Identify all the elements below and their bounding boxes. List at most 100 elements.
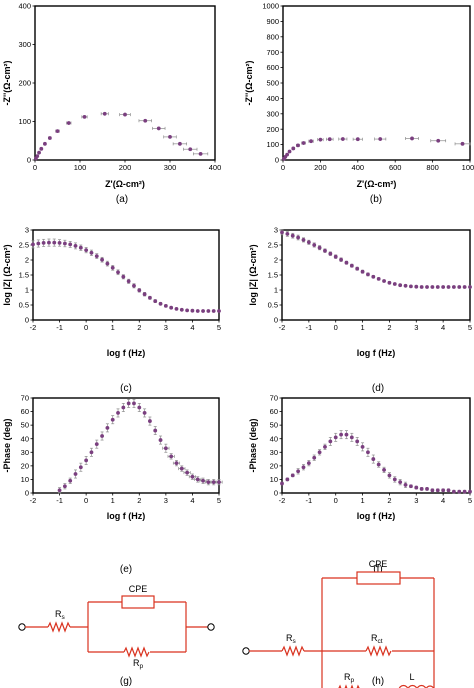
data-point: [468, 489, 472, 494]
y-tick-label: 2.5: [268, 241, 278, 250]
plot-frame: [32, 397, 220, 494]
data-point: [403, 283, 408, 288]
data-point: [123, 112, 127, 117]
circuit-g-rp-label: Rp: [133, 658, 144, 670]
y-tick-label: 0: [27, 156, 31, 165]
data-point: [296, 469, 301, 474]
y-tick-label: 2.5: [19, 241, 29, 250]
x-tick-label: 1: [111, 496, 115, 505]
x-tick-label: -2: [279, 323, 286, 332]
x-tick-label: 4: [190, 323, 194, 332]
x-tick-label: 3: [164, 496, 168, 505]
x-tick-label: 400: [352, 163, 365, 172]
data-point: [116, 411, 120, 415]
x-tick-label: 2: [137, 496, 141, 505]
plot-frame: [282, 5, 471, 161]
data-point: [376, 277, 381, 281]
data-point: [178, 141, 182, 146]
data-point: [333, 254, 338, 259]
data-point: [198, 151, 203, 156]
data-point: [446, 488, 451, 493]
x-tick-label: 600: [389, 163, 402, 172]
data-point: [327, 137, 332, 142]
x-tick-label: 0: [334, 496, 338, 505]
data-point: [376, 462, 381, 467]
data-point: [306, 461, 311, 466]
data-point: [148, 419, 152, 423]
data-point: [73, 472, 78, 476]
y-tick-label: 3: [274, 226, 278, 235]
data-point: [174, 461, 179, 466]
data-point: [419, 285, 424, 289]
data-point: [137, 405, 142, 410]
data-point: [366, 272, 370, 277]
y-tick-label: 3: [25, 226, 29, 235]
circuit-h-rp-label: Rp: [344, 672, 355, 684]
data-point: [409, 484, 413, 489]
data-point: [371, 274, 376, 279]
data-point: [355, 266, 360, 271]
y-tick-label: 100: [18, 117, 31, 126]
circuit-h-inductor-l: [398, 684, 435, 688]
circuit-g-rs-label: Rs: [55, 609, 66, 621]
x-tick-label: 4: [441, 323, 445, 332]
data-point: [398, 283, 403, 288]
x-tick-label: 5: [468, 323, 472, 332]
data-point: [378, 137, 383, 141]
x-tick-label: -2: [279, 496, 286, 505]
data-point: [37, 150, 41, 155]
data-point: [66, 121, 71, 125]
data-point: [55, 129, 60, 134]
data-point: [451, 285, 456, 289]
data-point: [291, 146, 296, 151]
data-point: [89, 250, 94, 255]
circuit-diagram-h: Rs CPE Rct Rp L: [242, 559, 435, 688]
y-tick-label: 1: [25, 286, 29, 295]
data-point: [339, 432, 343, 437]
data-point: [110, 417, 115, 422]
y-tick-label: 1.5: [268, 271, 278, 280]
data-point: [211, 309, 216, 313]
x-tick-label: 200: [314, 163, 327, 172]
data-point: [126, 279, 131, 284]
x-tick-label: 2: [387, 496, 391, 505]
data-point: [105, 261, 110, 266]
x-tick-label: -2: [30, 323, 37, 332]
y-axis-label: -Phase (deg): [2, 418, 12, 472]
x-tick-label: 0: [334, 323, 338, 332]
data-point: [142, 292, 147, 297]
y-axis-label: -Phase (deg): [248, 418, 258, 472]
circuit-g-resistor-rp: [123, 646, 150, 658]
chart-panel-c: -2 -1 0 1 2 3 4 5 0 0.5 1 1.5 2 2.5 3 log f (Hz) log |Z|…: [2, 226, 221, 358]
data-point: [31, 242, 35, 247]
y-tick-label: 50: [270, 421, 278, 430]
y-tick-label: 0: [25, 489, 29, 498]
data-point: [89, 450, 94, 455]
x-tick-label: -1: [56, 496, 63, 505]
y-tick-label: 400: [266, 94, 279, 103]
data-point: [132, 283, 136, 288]
data-point: [339, 257, 343, 262]
data-point: [217, 480, 221, 485]
data-point: [410, 136, 414, 141]
data-point: [195, 477, 200, 482]
x-axis-label: log f (Hz): [107, 348, 146, 358]
y-tick-label: 300: [18, 40, 31, 49]
x-tick-label: 0: [84, 323, 88, 332]
panel-label-f: (f): [373, 564, 382, 575]
data-point: [132, 401, 136, 406]
x-tick-label: 0: [84, 496, 88, 505]
data-point: [62, 241, 67, 246]
data-point: [84, 248, 89, 253]
data-point: [121, 274, 126, 279]
circuit-h-cpe-element: [356, 571, 401, 585]
data-point: [148, 295, 152, 300]
data-point: [188, 147, 193, 152]
circuit-diagram-g: Rs CPE Rp: [18, 584, 215, 670]
data-point: [52, 240, 57, 245]
panel-label-d: (d): [372, 383, 384, 394]
y-tick-label: 2: [274, 256, 278, 265]
data-point: [57, 488, 62, 493]
data-point: [387, 473, 392, 478]
